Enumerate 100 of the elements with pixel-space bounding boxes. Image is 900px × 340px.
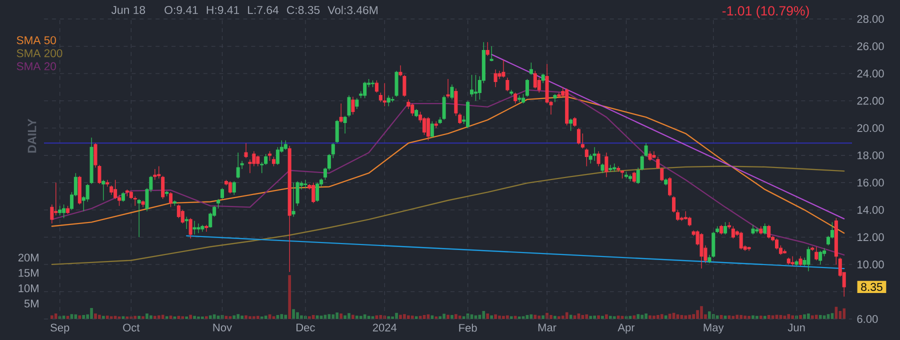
y-tick-label: 16.00 [858, 178, 884, 187]
candlestick [596, 150, 600, 167]
candlestick [102, 180, 106, 201]
bar [232, 315, 236, 319]
candlestick [810, 246, 814, 252]
candlestick [390, 96, 394, 103]
bar [660, 314, 664, 319]
candlestick [644, 142, 648, 158]
text: SMA 20 [16, 62, 56, 70]
bar [550, 315, 552, 319]
bar [752, 315, 754, 319]
candlestick [466, 100, 470, 128]
candlestick [446, 78, 450, 98]
candlestick [331, 142, 335, 158]
bar [344, 315, 346, 319]
x-tick-label: Nov [213, 324, 232, 332]
candlestick [410, 103, 414, 116]
y-tick-label: 24.00 [857, 70, 884, 78]
bar [759, 316, 762, 319]
bar [807, 313, 810, 319]
bar [538, 316, 541, 319]
y-tick-label: 18.00 [858, 151, 884, 160]
bar [102, 316, 105, 319]
bar [264, 316, 268, 319]
bar [134, 316, 137, 319]
y2-tick-label: 20M [18, 254, 38, 262]
candlestick [125, 189, 129, 197]
candlestick [652, 150, 656, 158]
x-tick-label: Jun [788, 324, 805, 332]
candlestick [759, 226, 763, 235]
candlestick [486, 42, 490, 56]
candlestick [434, 120, 438, 128]
bar [486, 313, 490, 319]
bar [106, 316, 109, 319]
bar [410, 316, 414, 319]
bar [561, 316, 564, 319]
bar [462, 316, 466, 319]
bar [565, 312, 568, 319]
candlestick [304, 180, 308, 188]
candlestick [814, 246, 818, 261]
candlestick [58, 205, 62, 216]
candlestick [284, 140, 288, 150]
bar [177, 316, 180, 319]
bar [767, 315, 770, 319]
bar [616, 316, 620, 319]
candlestick [510, 90, 514, 96]
bar [482, 311, 486, 319]
candlestick [133, 196, 137, 206]
candlestick [668, 176, 672, 197]
bar [308, 316, 311, 319]
text: DAILY [28, 118, 36, 153]
text: O:9.41 [164, 6, 198, 14]
bar [98, 314, 101, 319]
candlestick [522, 94, 526, 104]
y-tick-label: 22.00 [857, 96, 884, 105]
y2-tick-label: 5M [24, 300, 38, 308]
line-series [51, 89, 845, 256]
y-tick-label: 12.00 [858, 233, 884, 242]
candlestick [184, 216, 188, 230]
bar [336, 312, 339, 319]
x-tick-label: Apr [618, 324, 635, 334]
candlestick [569, 118, 573, 132]
text: 8.35 [861, 282, 882, 291]
bar [608, 316, 612, 319]
candlestick [430, 120, 434, 138]
bar [763, 316, 766, 319]
y-tick-label: 14.00 [858, 206, 884, 214]
candlestick [620, 170, 624, 179]
candlestick [676, 210, 680, 222]
candlestick [386, 95, 390, 107]
bar [379, 315, 382, 319]
bar [799, 315, 802, 319]
bar [296, 312, 299, 319]
bar [593, 316, 596, 319]
bar [442, 314, 446, 319]
bar [803, 314, 806, 319]
bar [340, 313, 342, 319]
candlestick [165, 190, 169, 197]
bar [644, 313, 648, 319]
candlestick [442, 95, 446, 120]
candlestick [260, 162, 264, 174]
bar [90, 308, 93, 319]
bar [208, 315, 212, 319]
candlestick [288, 145, 292, 272]
candlestick [636, 167, 640, 184]
bar [640, 314, 644, 319]
text: H:9.41 [206, 6, 240, 14]
candlestick [584, 148, 588, 167]
bar [612, 316, 616, 319]
bar [320, 316, 323, 319]
candlestick [66, 205, 70, 214]
candlestick [161, 175, 165, 200]
candlestick [755, 227, 759, 234]
bar [494, 314, 497, 319]
text: -1.01 (10.79%) [722, 6, 809, 18]
candlestick [576, 128, 580, 145]
candlestick [220, 188, 224, 200]
bar [252, 316, 256, 319]
bar [94, 313, 97, 319]
candlestick [327, 154, 331, 171]
